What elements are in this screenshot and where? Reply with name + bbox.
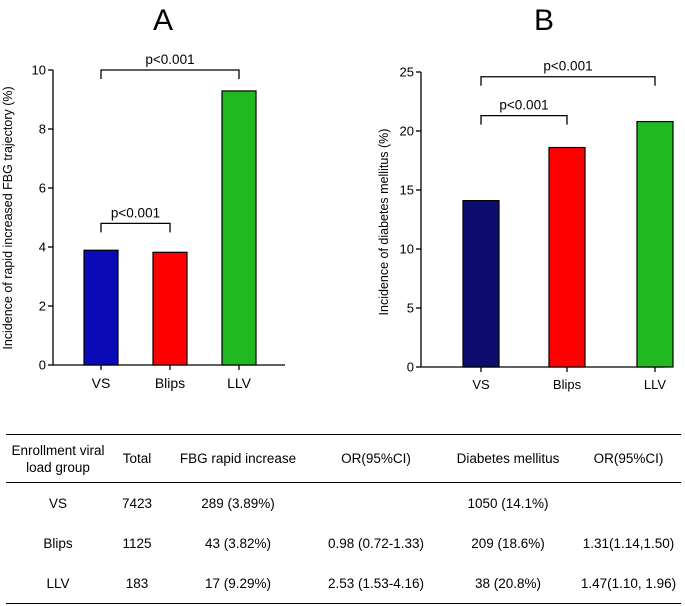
panel-b-chart: 0 5 10 15 20 25 VS Blips LLV p<0.001 p<0.001	[400, 59, 674, 392]
panel-a-significance-label-2: p<0.001	[145, 52, 194, 67]
panel-b-bar-vs	[462, 200, 500, 368]
cell-or2	[576, 483, 681, 524]
cell-or1: 0.98 (0.72-1.33)	[327, 535, 425, 551]
panel-b-significance-label-1: p<0.001	[499, 98, 548, 113]
cell-group: LLV	[6, 563, 110, 604]
panel-a-significance-bracket-2	[100, 69, 240, 79]
cell-or1: 2.53 (1.53-4.16)	[312, 563, 440, 604]
panel-a-y-tick-label: 10	[32, 63, 46, 78]
panel-a-x-tick-label: VS	[92, 375, 111, 391]
panel-b-y-tick-label: 20	[400, 124, 414, 139]
panel-a-significance-bracket-1	[100, 222, 171, 233]
panel-b-significance-bracket-1	[480, 115, 568, 125]
panel-b-y-tick-label: 0	[407, 360, 414, 375]
panel-a-bar-vs	[83, 249, 119, 366]
panel-a-letter: A	[153, 4, 173, 37]
panel-a-x-tick-label: Blips	[155, 375, 185, 391]
cell-or2: 1.31(1.14,1.50)	[582, 535, 675, 551]
panel-a-y-axis-label: Incidence of rapid increased FBG traject…	[1, 86, 15, 349]
panel-a-y-tick-label: 4	[39, 240, 46, 255]
header-total: Total	[110, 434, 164, 483]
cell-group: VS	[48, 495, 67, 511]
panel-a-bar-llv	[221, 90, 257, 366]
panel-b-y-tick-label: 15	[400, 183, 414, 198]
panel-a-x-tick-label: LLV	[227, 375, 252, 391]
header-group-line2: load group	[26, 459, 90, 475]
cell-fbg: 289 (3.89%)	[201, 495, 275, 511]
table-row: VS 7423 289 (3.89%) 1050 (14.1%)	[6, 483, 681, 524]
panel-b-x-tick-label: VS	[472, 377, 490, 392]
header-fbg: FBG rapid increase	[164, 434, 312, 483]
cell-or2: 1.47(1.10, 1.96)	[576, 563, 681, 604]
panel-b-bar-llv	[636, 120, 674, 368]
summary-table: Enrollment viral load group Total FBG ra…	[6, 434, 681, 604]
panel-b-letter: B	[534, 4, 554, 37]
panel-b-y-tick-label: 5	[407, 301, 414, 316]
header-or2: OR(95%CI)	[576, 434, 681, 483]
panel-b-y-tick-label: 10	[400, 242, 414, 257]
cell-or1	[312, 483, 440, 524]
cell-total: 7423	[121, 495, 153, 511]
header-or1: OR(95%CI)	[312, 434, 440, 483]
header-group: Enrollment viral load group	[6, 434, 110, 483]
table-row: Blips 1125 43 (3.82%) 0.98 (0.72-1.33) 2…	[6, 523, 681, 563]
panel-a-bar-blips	[152, 251, 188, 366]
header-dm: Diabetes mellitus	[440, 434, 576, 483]
cell-dm: 209 (18.6%)	[471, 535, 545, 551]
cell-dm: 38 (20.8%)	[440, 563, 576, 604]
panel-a-y-tick-label: 2	[39, 299, 46, 314]
panel-a-significance-label-1: p<0.001	[111, 205, 160, 220]
panel-a-chart: 0 2 4 6 8 10 VS Blips LLV p<0.001 p<0.001	[32, 52, 285, 391]
panel-b-x-tick-label: LLV	[644, 377, 666, 392]
panel-b-significance-bracket-2	[480, 76, 656, 86]
cell-dm: 1050 (14.1%)	[467, 495, 549, 511]
charts-canvas: A Incidence of rapid increased FBG traje…	[1, 4, 674, 392]
panel-b-x-tick-label: Blips	[553, 377, 582, 392]
cell-total: 183	[110, 563, 164, 604]
table-header-row: Enrollment viral load group Total FBG ra…	[6, 434, 681, 483]
panel-b-significance-label-2: p<0.001	[543, 59, 592, 74]
cell-fbg: 43 (3.82%)	[204, 535, 272, 551]
panel-b-y-tick-label: 25	[400, 65, 414, 80]
header-group-line1: Enrollment viral	[11, 442, 105, 458]
panel-b-y-axis-label: Incidence of diabetes mellitus (%)	[377, 129, 391, 316]
table-row: LLV 183 17 (9.29%) 2.53 (1.53-4.16) 38 (…	[6, 563, 681, 604]
panel-a-y-tick-label: 6	[39, 181, 46, 196]
cell-group: Blips	[43, 535, 73, 551]
panel-a-y-tick-label: 8	[39, 122, 46, 137]
cell-fbg: 17 (9.29%)	[164, 563, 312, 604]
cell-total: 1125	[122, 535, 152, 551]
panel-a-y-tick-label: 0	[39, 358, 46, 373]
panel-b-bar-blips	[548, 146, 586, 368]
